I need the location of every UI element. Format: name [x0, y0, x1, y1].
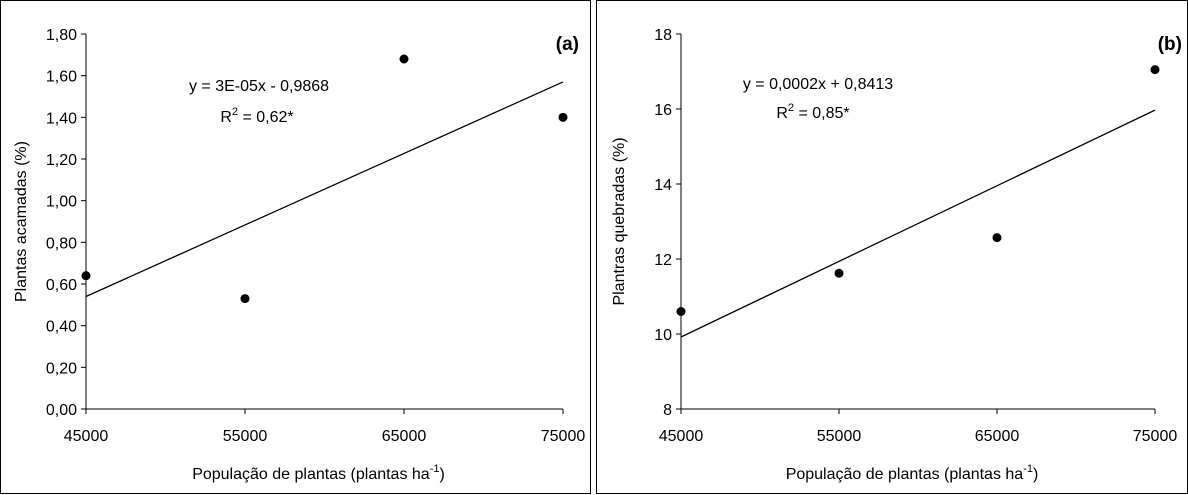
chart-panel-a: 0,00 0,20 0,40 0,60 0,80 1,00 1,20 1,40 1,60 1,80… — [0, 0, 591, 494]
chart-b-trendline — [680, 109, 1156, 338]
chart-a-panel-label: (a) — [556, 34, 579, 55]
chart-a-y-tick-label: 0,20 — [46, 360, 77, 377]
chart-a-data-point — [558, 112, 568, 122]
chart-a-trendline — [85, 81, 564, 298]
chart-b-data-point — [992, 233, 1002, 243]
chart-a-data-point — [240, 294, 250, 304]
chart-a-y-tick-label: 1,80 — [46, 27, 77, 44]
chart-b-y-axis-title: Plantras quebradas (%) — [611, 137, 628, 305]
chart-b-y-tick-label: 16 — [654, 102, 672, 119]
chart-b-x-tick-label: 55000 — [817, 428, 862, 445]
chart-a-y-tick-label: 1,20 — [46, 152, 77, 169]
chart-a-svg: 0,00 0,20 0,40 0,60 0,80 1,00 1,20 1,40 1,60 1,80… — [13, 27, 586, 483]
chart-b-x-tick-label: 45000 — [659, 428, 704, 445]
chart-panel-b: 8 10 12 14 16 18 45000 55000 65000 75000 y = 0,000… — [596, 0, 1188, 494]
chart-a-y-tick-label: 0,60 — [46, 277, 77, 294]
chart-b-y-tick-label: 14 — [654, 177, 672, 194]
chart-a-y-tick-label: 0,00 — [46, 402, 77, 419]
chart-b-y-tick-label: 18 — [654, 27, 672, 44]
chart-b-panel-label: (b) — [1158, 34, 1182, 55]
chart-a-x-axis-title: População de plantas (plantas ha-1) — [192, 463, 445, 483]
chart-a-y-tick-label: 1,00 — [46, 194, 77, 211]
chart-b-data-point — [834, 268, 844, 278]
chart-a-x-tick-label: 65000 — [382, 428, 427, 445]
chart-a-y-axis-title: Plantas acamadas (%) — [13, 141, 30, 302]
chart-b-svg: 8 10 12 14 16 18 45000 55000 65000 75000 y = 0,000… — [611, 27, 1182, 483]
chart-a-data-point — [81, 271, 91, 281]
chart-a-x-tick-label: 45000 — [64, 428, 109, 445]
chart-b-data-point — [676, 307, 686, 316]
chart-a-equation: y = 3E-05x - 0,9868 — [189, 78, 329, 95]
chart-a-y-tick-label: 1,40 — [46, 110, 77, 127]
chart-b-x-tick-label: 65000 — [975, 428, 1020, 445]
chart-a-data-point — [399, 54, 409, 64]
chart-a-y-tick-label: 0,80 — [46, 235, 77, 252]
chart-a-r-squared: R2 = 0,62* — [220, 106, 293, 126]
chart-b-x-axis-title: População de plantas (plantas ha-1) — [786, 463, 1039, 483]
chart-a-x-tick-label: 55000 — [223, 428, 268, 445]
chart-b-y-tick-label: 8 — [663, 402, 672, 419]
chart-b-data-point — [1150, 65, 1160, 75]
chart-a-y-tick-label: 1,60 — [46, 69, 77, 86]
chart-b-equation: y = 0,0002x + 0,8413 — [743, 76, 893, 93]
chart-b-y-tick-label: 10 — [654, 327, 672, 344]
chart-b-y-tick-label: 12 — [654, 252, 672, 269]
chart-b-x-tick-label: 75000 — [1133, 428, 1178, 445]
chart-a-x-tick-label: 75000 — [541, 428, 586, 445]
chart-b-r-squared: R2 = 0,85* — [776, 102, 849, 122]
chart-a-y-tick-label: 0,40 — [46, 319, 77, 336]
